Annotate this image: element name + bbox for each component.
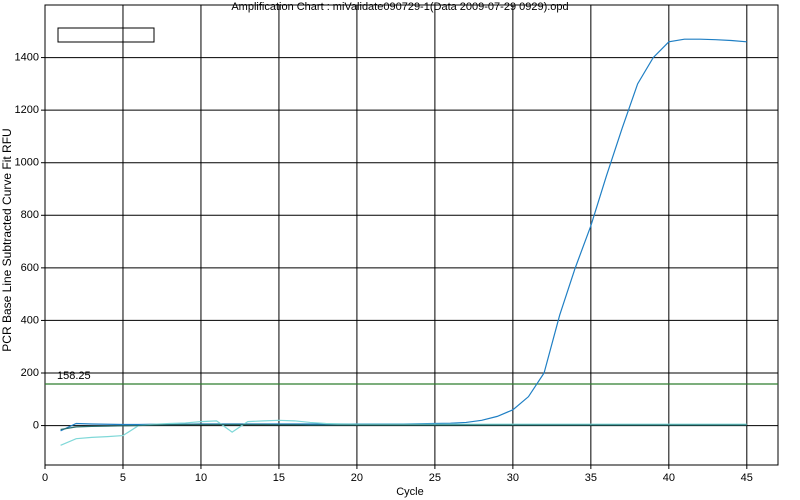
y-tick-label: 0 bbox=[33, 419, 39, 431]
y-tick-label: 1400 bbox=[15, 51, 39, 63]
data-line bbox=[60, 419, 747, 446]
y-tick-label: 1200 bbox=[15, 104, 39, 116]
x-tick-label: 0 bbox=[42, 472, 48, 484]
x-tick-label: 45 bbox=[741, 472, 753, 484]
x-tick-label: 40 bbox=[663, 472, 675, 484]
x-tick-label: 5 bbox=[120, 472, 126, 484]
x-tick-label: 20 bbox=[351, 472, 363, 484]
y-tick-label: 1000 bbox=[15, 157, 39, 169]
x-tick-label: 10 bbox=[195, 472, 207, 484]
chart-title: Amplification Chart : miValidate090729-1… bbox=[231, 1, 568, 13]
x-tick-label: 15 bbox=[273, 472, 285, 484]
threshold-label: 158.25 bbox=[57, 370, 91, 382]
x-tick-label: 30 bbox=[507, 472, 519, 484]
y-tick-label: 400 bbox=[21, 314, 39, 326]
plot-area bbox=[44, 4, 779, 466]
legend-box bbox=[57, 27, 155, 43]
data-line bbox=[60, 423, 747, 431]
x-tick-label: 25 bbox=[429, 472, 441, 484]
x-tick-label: 35 bbox=[585, 472, 597, 484]
y-tick-label: 600 bbox=[21, 262, 39, 274]
y-axis-label: PCR Base Line Subtracted Curve Fit RFU bbox=[0, 128, 14, 351]
y-tick-label: 800 bbox=[21, 209, 39, 221]
x-axis-label: Cycle bbox=[396, 486, 424, 498]
y-tick-label: 200 bbox=[21, 367, 39, 379]
